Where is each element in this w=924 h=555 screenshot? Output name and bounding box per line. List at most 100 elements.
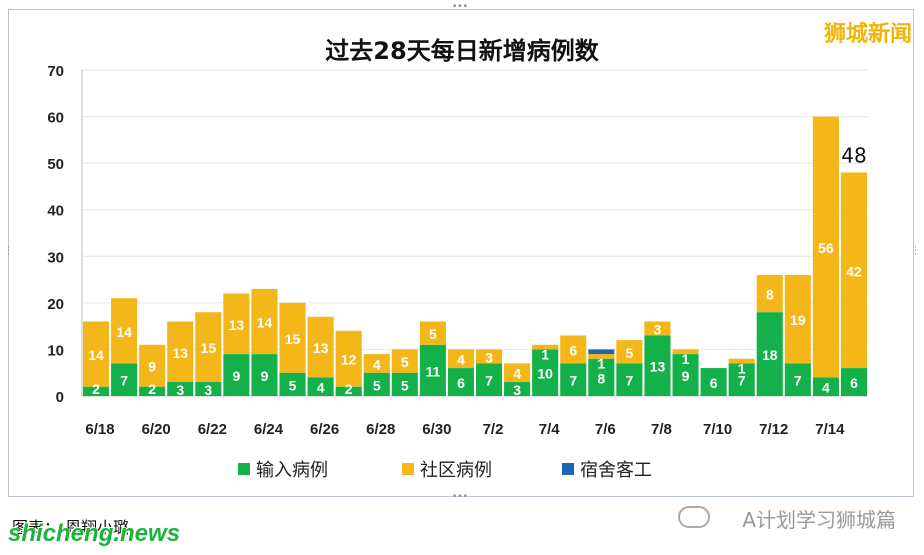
y-tick-label: 60 (47, 110, 64, 127)
bar-imported (167, 382, 194, 396)
data-label-community: 19 (790, 312, 806, 328)
data-label-community: 13 (313, 340, 329, 356)
bar-imported (728, 363, 755, 396)
bar-imported (504, 382, 531, 396)
site-watermark: shicheng.news (8, 520, 181, 547)
data-label-total: 48 (841, 143, 866, 167)
data-label-imported: 6 (457, 375, 465, 391)
bar-community (475, 349, 503, 364)
data-label-community: 42 (846, 263, 862, 279)
data-label-community: 3 (485, 349, 493, 365)
data-label-community: 5 (429, 326, 437, 342)
data-label-imported: 11 (425, 363, 440, 379)
data-label-imported: 7 (569, 373, 577, 389)
chart-frame (8, 9, 914, 497)
y-tick-label: 40 (47, 203, 64, 220)
data-label-imported: 5 (289, 377, 297, 393)
data-label-imported: 2 (148, 381, 156, 397)
brand-logo-text: 狮城新闻 (823, 22, 912, 47)
data-label-community: 14 (116, 324, 132, 340)
bar-imported (756, 312, 783, 396)
bar-imported (475, 363, 503, 396)
y-tick-label: 10 (47, 342, 64, 359)
bar-imported (307, 377, 334, 396)
bar-community (307, 316, 334, 378)
data-label-imported: 9 (261, 368, 269, 384)
data-label-imported: 9 (682, 368, 690, 384)
data-label-imported: 7 (120, 373, 128, 389)
wechat-icon (678, 506, 710, 528)
data-label-community: 1 (597, 356, 605, 372)
bar-community (756, 274, 783, 313)
x-tick-label: 7/8 (651, 421, 672, 438)
bar-community (672, 349, 699, 355)
chart-credit-caption: 图表： 恩翔小璐 (12, 518, 130, 537)
resize-handle-right[interactable]: ⋮ (911, 246, 920, 256)
data-label-imported: 4 (317, 380, 325, 396)
data-label-imported: 9 (232, 368, 240, 384)
data-label-community: 1 (541, 346, 549, 362)
x-tick-label: 7/12 (759, 421, 788, 438)
data-label-community: 1 (682, 351, 690, 367)
data-label-imported: 18 (762, 347, 778, 363)
data-label-imported: 7 (485, 373, 493, 389)
bar-imported (672, 354, 699, 396)
data-label-imported: 5 (401, 377, 409, 393)
data-label-community: 56 (818, 240, 834, 256)
bar-imported (111, 363, 138, 396)
bar-imported (391, 372, 418, 396)
bar-community (644, 321, 671, 336)
x-tick-label: 6/22 (198, 421, 227, 438)
data-label-community: 8 (766, 287, 774, 303)
bar-community (363, 354, 390, 373)
data-label-community: 13 (172, 345, 188, 361)
account-watermark: A计划学习狮城篇 (742, 508, 896, 532)
data-label-imported: 7 (738, 373, 746, 389)
x-tick-label: 7/4 (539, 421, 561, 438)
data-label-imported: 5 (373, 377, 381, 393)
data-label-community: 4 (513, 366, 521, 382)
bar-community (82, 321, 110, 387)
resize-handle-bottom[interactable]: ••• (452, 492, 468, 502)
x-tick-label: 7/14 (815, 421, 845, 438)
x-tick-label: 6/28 (366, 421, 395, 438)
data-label-community: 6 (569, 342, 577, 358)
bar-community (812, 116, 839, 378)
bar-imported (784, 363, 811, 396)
bar-community (504, 363, 531, 383)
bar-imported (335, 386, 362, 396)
legend-label: 社区病例 (420, 460, 492, 481)
data-label-community: 5 (625, 345, 633, 361)
data-label-imported: 3 (204, 382, 212, 398)
bar-imported (588, 358, 615, 396)
bar-imported (616, 363, 643, 396)
x-tick-label: 7/10 (703, 421, 732, 438)
data-label-imported: 10 (537, 366, 553, 382)
data-label-community: 14 (257, 314, 273, 330)
x-tick-label: 7/6 (595, 421, 616, 438)
data-label-imported: 8 (597, 370, 605, 386)
legend-label: 宿舍客工 (580, 460, 652, 481)
bar-imported (644, 335, 671, 396)
legend-swatch (562, 463, 574, 475)
bar-imported (195, 382, 222, 396)
bar-community (784, 274, 811, 364)
x-tick-label: 7/2 (483, 421, 504, 438)
data-label-community: 1 (738, 360, 746, 376)
bar-community (447, 349, 475, 369)
resize-handle-left[interactable]: ⋮ (4, 246, 13, 256)
bar-imported (812, 377, 839, 396)
legend-label: 输入病例 (256, 460, 328, 481)
y-tick-label: 70 (47, 63, 64, 80)
bar-imported (447, 368, 475, 396)
data-label-community: 3 (654, 321, 662, 337)
x-tick-label: 6/18 (85, 421, 114, 438)
resize-handle-top[interactable]: ••• (452, 2, 468, 12)
bar-community (139, 344, 166, 387)
data-label-community: 9 (148, 359, 156, 375)
data-label-community: 13 (229, 317, 245, 333)
bar-community (279, 302, 306, 373)
y-tick-label: 50 (47, 156, 64, 173)
x-tick-label: 6/26 (310, 421, 339, 438)
data-label-imported: 13 (650, 359, 666, 375)
